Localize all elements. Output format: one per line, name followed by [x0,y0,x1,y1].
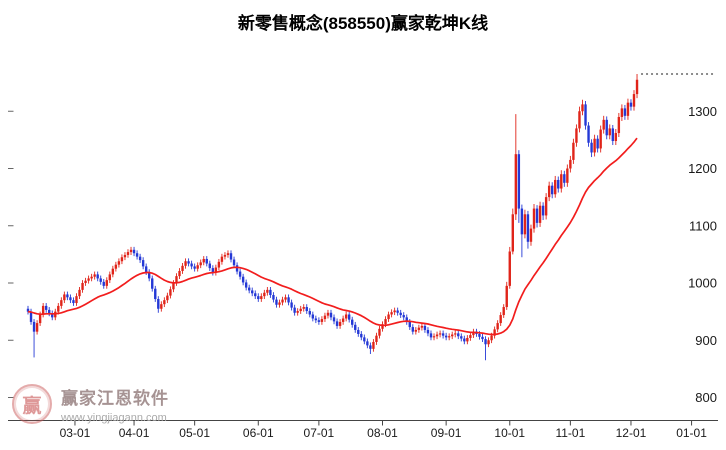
y-axis-label: 1200 [688,161,717,176]
x-axis-label: 07-01 [304,426,335,440]
x-axis-label: 05-01 [179,426,210,440]
x-axis-label: 04-01 [119,426,150,440]
y-axis-label: 900 [695,333,717,348]
brand-seal-icon: 赢 [12,384,52,424]
watermark-url: www.yingjiagann.com [61,412,167,424]
watermark: 赢 赢家江恩软件 www.yingjiagann.com [12,384,169,424]
ma-line [27,137,638,336]
chart-title: 新零售概念(858550)赢家乾坤K线 [237,14,489,33]
x-axis-label: 08-01 [367,426,398,440]
y-axis-label: 1100 [689,218,717,233]
y-axis-label: 800 [695,390,717,405]
x-axis-label: 01-01 [676,426,707,440]
x-axis-label: 10-01 [494,426,525,440]
x-axis-label: 03-01 [60,426,91,440]
watermark-brand: 赢家江恩软件 [61,389,169,408]
x-axis-label: 12-01 [616,426,647,440]
y-axis-label: 1000 [688,276,717,291]
seal-character: 赢 [22,395,42,417]
x-axis-label: 06-01 [243,426,274,440]
x-axis-label: 11-01 [555,426,585,440]
watermark-text: 赢家江恩软件 www.yingjiagann.com [61,384,169,424]
y-axis-label: 1300 [688,104,717,119]
x-axis-label: 09-01 [431,426,462,440]
candles-group [26,74,639,361]
